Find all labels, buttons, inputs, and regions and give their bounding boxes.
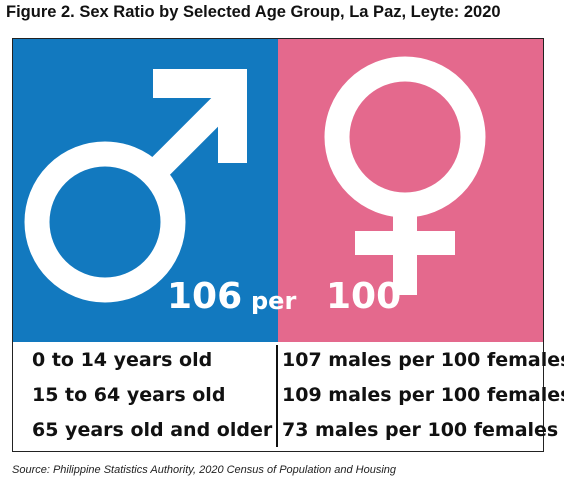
source-note: Source: Philippine Statistics Authority,…	[12, 464, 397, 476]
age-group-label: 0 to 14 years old	[32, 349, 213, 371]
per-label: per	[251, 287, 297, 315]
table-row: 15 to 64 years old 109 males per 100 fem…	[13, 380, 564, 416]
table-row: 0 to 14 years old 107 males per 100 fema…	[13, 345, 564, 381]
figure-title: Figure 2. Sex Ratio by Selected Age Grou…	[6, 3, 501, 21]
gender-symbols	[24, 56, 486, 303]
female-count: 100	[326, 276, 402, 317]
age-group-label: 65 years old and older	[32, 419, 273, 441]
infographic-frame: 106 per 100 0 to 14 years old 107 males …	[12, 38, 564, 452]
sex-ratio-value: 73 males per 100 females	[282, 419, 559, 441]
sex-ratio-value: 107 males per 100 females	[282, 349, 564, 371]
male-symbol-icon	[24, 69, 247, 303]
age-group-label: 15 to 64 years old	[32, 384, 226, 406]
column-divider	[276, 345, 278, 447]
sex-ratio-value: 109 males per 100 females	[282, 384, 564, 406]
age-group-table: 0 to 14 years old 107 males per 100 fema…	[13, 342, 564, 451]
male-count: 106	[167, 276, 243, 317]
table-row: 65 years old and older 73 males per 100 …	[13, 415, 558, 451]
female-symbol-icon	[324, 56, 486, 295]
